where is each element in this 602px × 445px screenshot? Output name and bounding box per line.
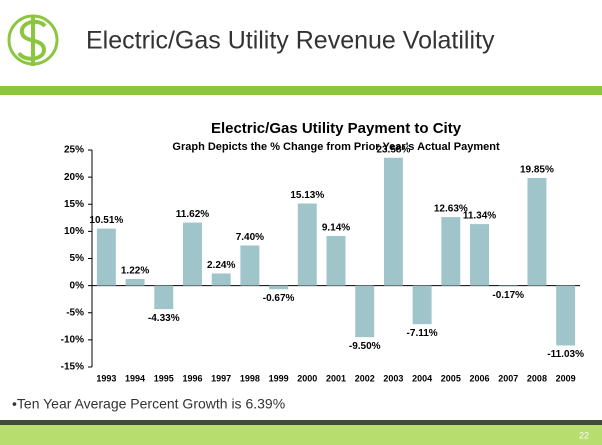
value-label: 11.34% [463,211,496,222]
value-label: -0.17% [492,290,524,301]
x-tick-label: 2009 [556,373,576,383]
value-label: 11.62% [176,209,209,220]
x-tick-label: 2005 [441,373,461,383]
value-label: 1.22% [121,266,149,277]
header-bar [0,86,602,95]
y-tick-label: 5% [70,253,85,264]
bar [96,228,116,286]
x-tick-label: 2004 [412,373,432,383]
value-label: 2.24% [207,260,235,271]
bar [470,224,490,286]
x-tick-label: 2008 [527,373,547,383]
bar [211,273,231,286]
bar [182,222,202,286]
value-label: 23.58% [376,144,410,155]
y-tick-label: 10% [64,226,84,237]
x-tick-label: 1999 [269,373,289,383]
chart-title: Electric/Gas Utility Payment to City [211,120,462,137]
x-tick-label: 2007 [498,373,518,383]
x-tick-label: 1993 [96,373,116,383]
value-label: 7.40% [236,232,264,243]
y-tick-label: 20% [64,172,84,183]
x-tick-label: 1998 [240,373,260,383]
bar [326,236,346,286]
x-tick-label: 1997 [211,373,231,383]
x-tick-label: 2002 [355,373,375,383]
x-tick-label: 1995 [154,373,174,383]
value-label: -9.50% [349,341,381,352]
footer-strip [0,425,602,445]
bar [297,203,317,286]
chart-subtitle: Graph Depicts the % Change from Prior Ye… [172,141,500,153]
bullet-text: •Ten Year Average Percent Growth is 6.39… [12,396,285,412]
bar [383,157,403,286]
value-label: 12.63% [434,204,468,215]
y-tick-label: 0% [70,280,85,291]
value-label: 19.85% [520,165,554,176]
value-label: -11.03% [547,349,584,360]
bar [441,217,461,286]
x-tick-label: 2001 [326,373,346,383]
value-label: 10.51% [89,215,123,226]
bar [355,285,375,338]
y-tick-label: -15% [61,362,84,373]
slide-title: Electric/Gas Utility Revenue Volatility [86,27,495,55]
bar [498,285,518,287]
page-number: 22 [579,430,589,440]
bar [125,279,145,286]
x-tick-label: 1994 [125,373,145,383]
x-tick-label: 1996 [182,373,202,383]
y-tick-label: 25% [64,145,84,156]
bar [412,285,432,325]
value-label: -0.67% [263,293,295,304]
x-tick-label: 2003 [383,373,403,383]
dollar-sign [17,16,47,66]
value-label: -4.33% [148,313,180,324]
x-tick-label: 2006 [470,373,490,383]
bar [269,285,289,290]
y-tick-label: -5% [66,307,84,318]
bar [556,285,576,346]
value-label: -7.11% [407,328,438,339]
y-tick-label: -10% [61,335,84,346]
value-label: 15.13% [290,190,324,201]
bar [154,285,174,310]
x-tick-label: 2000 [297,373,317,383]
bar [240,245,260,286]
value-label: 9.14% [322,223,350,234]
y-tick-label: 15% [64,199,84,210]
bar [527,177,547,286]
